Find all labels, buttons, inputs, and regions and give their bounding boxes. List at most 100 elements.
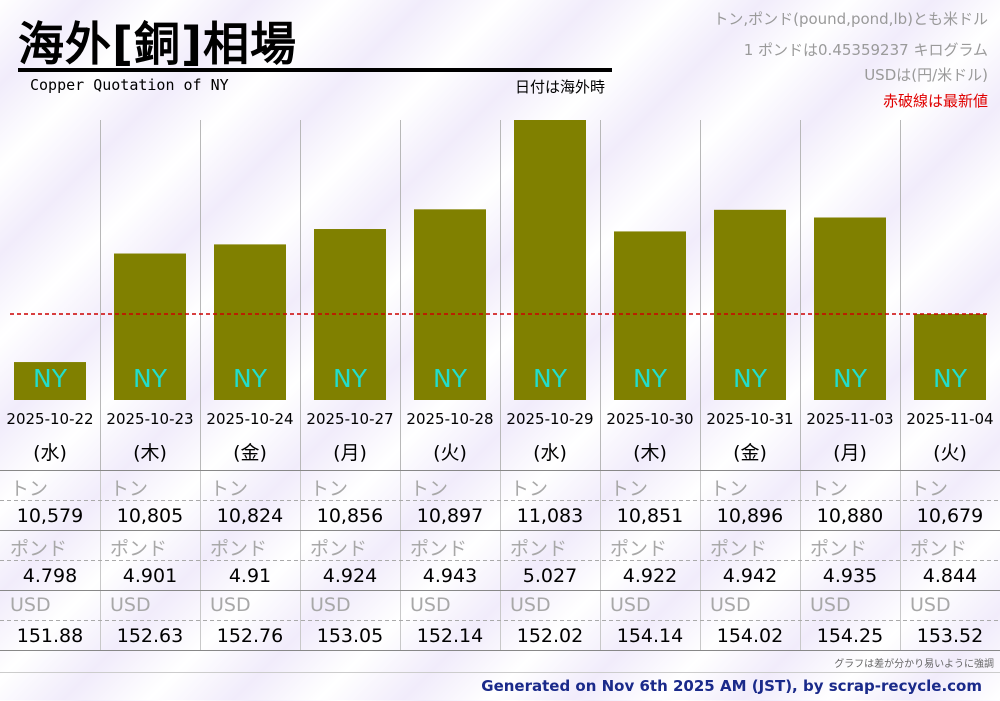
table-row-label: トン <box>410 478 449 500</box>
bar <box>114 253 186 400</box>
bar <box>914 314 986 400</box>
table-row-label: USD <box>610 594 651 616</box>
bar <box>214 244 286 400</box>
table-row-label: USD <box>710 594 751 616</box>
x-tick-label: 2025-10-22 <box>6 410 94 428</box>
bar-label: NY <box>133 364 167 393</box>
bar <box>514 120 586 400</box>
table-row-label: USD <box>510 594 551 616</box>
bar-label: NY <box>833 364 867 393</box>
table-row-label: ポンド <box>710 538 768 560</box>
x-tick-label: 2025-10-30 <box>606 410 694 428</box>
table-cell-value: 151.88 <box>16 625 84 647</box>
footer-bar <box>0 672 1000 701</box>
table-row-label: ポンド <box>610 538 668 560</box>
table-row-label: トン <box>610 478 649 500</box>
table-cell-value: 154.25 <box>816 625 884 647</box>
table-cell-value: 10,805 <box>116 505 184 527</box>
table-row-label: USD <box>310 594 351 616</box>
table-cell-value: 4.942 <box>722 565 778 587</box>
table-cell-value: 4.935 <box>822 565 878 587</box>
table-row-label: ポンド <box>310 538 368 560</box>
table-cell-value: 153.05 <box>316 625 384 647</box>
latest-line-note: 赤破線は最新値 <box>882 92 988 110</box>
table-cell-value: 4.798 <box>22 565 78 587</box>
weekday-label: (金) <box>233 442 267 464</box>
table-cell-value: 5.027 <box>522 565 578 587</box>
bar <box>714 209 786 400</box>
table-cell-value: 10,896 <box>716 505 784 527</box>
table-row-label: USD <box>910 594 951 616</box>
bar-label: NY <box>233 364 267 393</box>
table-cell-value: 10,679 <box>916 505 984 527</box>
table-cell-value: 10,856 <box>316 505 384 527</box>
weekday-label: (水) <box>533 442 567 464</box>
table-cell-value: 152.76 <box>216 625 284 647</box>
footer-credit: Generated on Nov 6th 2025 AM (JST), by s… <box>481 677 982 695</box>
chart-subtitle: Copper Quotation of NY <box>30 76 229 94</box>
title-rule <box>18 68 612 72</box>
bar <box>414 209 486 400</box>
bar <box>614 231 686 400</box>
table-row-label: USD <box>810 594 851 616</box>
table-cell-value: 4.844 <box>922 565 978 587</box>
pound-note: 1 ポンドは0.45359237 キログラム <box>743 41 988 59</box>
table-cell-value: 4.922 <box>622 565 678 587</box>
bar-label: NY <box>933 364 967 393</box>
table-row-label: USD <box>10 594 51 616</box>
weekday-label: (火) <box>433 442 467 464</box>
weekday-label: (木) <box>133 442 167 464</box>
table-row-label: トン <box>710 478 749 500</box>
weekday-label: (木) <box>633 442 667 464</box>
table-row-label: トン <box>10 478 49 500</box>
x-tick-label: 2025-10-28 <box>406 410 494 428</box>
bar <box>14 362 86 400</box>
x-tick-label: 2025-11-04 <box>906 410 994 428</box>
table-row-label: トン <box>510 478 549 500</box>
table-row-label: トン <box>810 478 849 500</box>
footnote: グラフは差が分かり易いように強調 <box>834 659 994 670</box>
table-cell-value: 4.901 <box>122 565 178 587</box>
table-cell-value: 4.91 <box>228 565 272 587</box>
date-note: 日付は海外時 <box>515 78 606 96</box>
x-tick-label: 2025-10-29 <box>506 410 594 428</box>
table-cell-value: 10,824 <box>216 505 284 527</box>
table-row-label: ポンド <box>410 538 468 560</box>
bar-label: NY <box>533 364 567 393</box>
table-cell-value: 10,851 <box>616 505 684 527</box>
table-row-label: USD <box>210 594 251 616</box>
x-tick-label: 2025-10-31 <box>706 410 794 428</box>
table-cell-value: 4.943 <box>422 565 478 587</box>
table-row-label: トン <box>910 478 949 500</box>
weekday-label: (月) <box>333 442 367 464</box>
table-row-label: USD <box>410 594 451 616</box>
bar-label: NY <box>733 364 767 393</box>
weekday-label: (水) <box>33 442 67 464</box>
weekday-label: (火) <box>933 442 967 464</box>
table-row-label: ポンド <box>110 538 168 560</box>
table-row-label: USD <box>110 594 151 616</box>
page-title: 海外[銅]相場 <box>18 17 298 71</box>
bar-label: NY <box>433 364 467 393</box>
x-tick-label: 2025-10-27 <box>306 410 394 428</box>
table-row-label: トン <box>110 478 149 500</box>
x-tick-label: 2025-11-03 <box>806 410 894 428</box>
table-row-label: ポンド <box>510 538 568 560</box>
x-tick-label: 2025-10-24 <box>206 410 294 428</box>
table-cell-value: 152.63 <box>116 625 184 647</box>
table-cell-value: 152.02 <box>516 625 584 647</box>
x-tick-label: 2025-10-23 <box>106 410 194 428</box>
table-row-label: トン <box>310 478 349 500</box>
table-cell-value: 152.14 <box>416 625 484 647</box>
bar <box>814 217 886 400</box>
table-row-label: ポンド <box>10 538 68 560</box>
bar-label: NY <box>633 364 667 393</box>
table-row-label: トン <box>210 478 249 500</box>
bar-label: NY <box>33 364 67 393</box>
weekday-label: (金) <box>733 442 767 464</box>
table-cell-value: 11,083 <box>516 505 584 527</box>
table-row-label: ポンド <box>910 538 968 560</box>
table-cell-value: 10,880 <box>816 505 884 527</box>
